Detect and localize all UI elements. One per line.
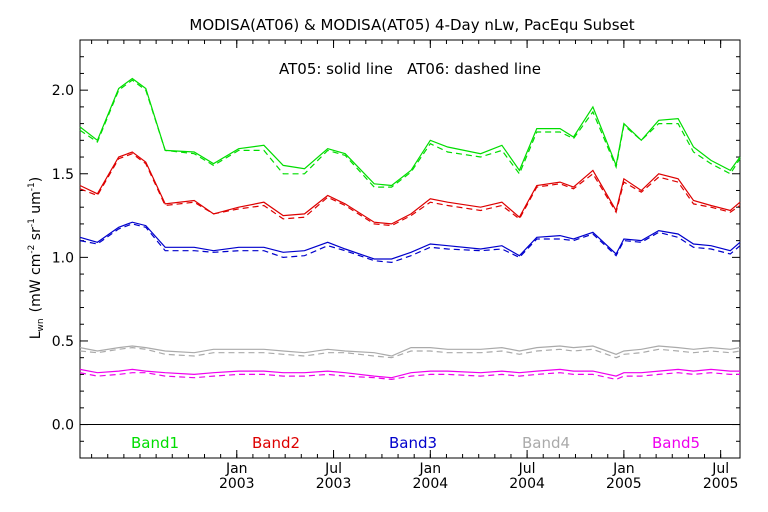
series-line-band1-at05 (79, 77, 741, 187)
y-axis-title-main: L (28, 331, 44, 339)
x-tick-label-year: 2004 (413, 476, 449, 492)
series-lines (79, 77, 741, 381)
y-axis-title: Lwn(mW cm-2 sr-1 um-1) (27, 177, 46, 340)
y-axis-title-exp2: -1 (27, 218, 37, 227)
y-axis-title-exp3: -1 (27, 182, 37, 191)
line-style-annotation: AT05: solid line AT06: dashed line (279, 60, 541, 78)
series-line-band2-at05 (79, 151, 741, 225)
series-line-band4-at05 (79, 345, 741, 357)
x-tick-label-year: 2003 (219, 476, 255, 492)
x-tick-label-month: Jan (612, 461, 635, 477)
legend-item-band4: Band4 (522, 434, 570, 452)
x-tick-label-month: Jul (324, 461, 342, 477)
y-tick-label: 0.5 (52, 334, 74, 350)
x-tick-label-year: 2003 (316, 476, 352, 492)
x-tick-label-month: Jul (518, 461, 536, 477)
legend-item-band1: Band1 (131, 434, 179, 452)
y-axis-title-units-suffix: um (28, 191, 44, 218)
x-axis: Jan2003Jul2003Jan2004Jul2004Jan2005Jul20… (91, 40, 739, 492)
y-tick-label: 1.0 (52, 250, 74, 266)
legend-item-band5: Band5 (652, 434, 700, 452)
y-axis-title-units-mid: sr (28, 227, 44, 245)
series-line-band5-at05 (79, 368, 740, 379)
plot-frame-rect (79, 39, 741, 459)
legend: Band1 Band2 Band3 Band4 Band5 (131, 434, 700, 452)
y-axis: 0.0 0.5 1.0 1.5 2.0 (52, 56, 740, 442)
y-tick-label: 0.0 (52, 418, 74, 434)
x-tick-label-month: Jan (419, 461, 442, 477)
series-line-band3-at05 (79, 221, 741, 260)
y-axis-title-sub: wn (36, 318, 46, 331)
y-axis-title-exp1: -2 (27, 245, 37, 254)
series-line-band1-at06 (79, 79, 741, 188)
y-axis-title-close: ) (28, 177, 44, 182)
series-line-band2-at06 (79, 153, 741, 227)
legend-item-band2: Band2 (252, 434, 300, 452)
series-line-band5-at06 (79, 372, 740, 381)
plot-frame (79, 39, 741, 459)
y-tick-label: 1.5 (52, 167, 74, 183)
series-line-band4-at06 (79, 346, 741, 359)
x-tick-label-year: 2004 (509, 476, 545, 492)
x-tick-label-month: Jul (711, 461, 729, 477)
y-axis-title-units: (mW cm (28, 254, 44, 313)
chart-title: MODISA(AT06) & MODISA(AT05) 4-Day nLw, P… (189, 16, 634, 34)
x-tick-label-month: Jan (225, 461, 248, 477)
x-tick-label-year: 2005 (703, 476, 739, 492)
y-tick-label: 2.0 (52, 83, 74, 99)
x-tick-label-year: 2005 (606, 476, 642, 492)
legend-item-band3: Band3 (389, 434, 437, 452)
series-line-band3-at06 (79, 223, 741, 264)
